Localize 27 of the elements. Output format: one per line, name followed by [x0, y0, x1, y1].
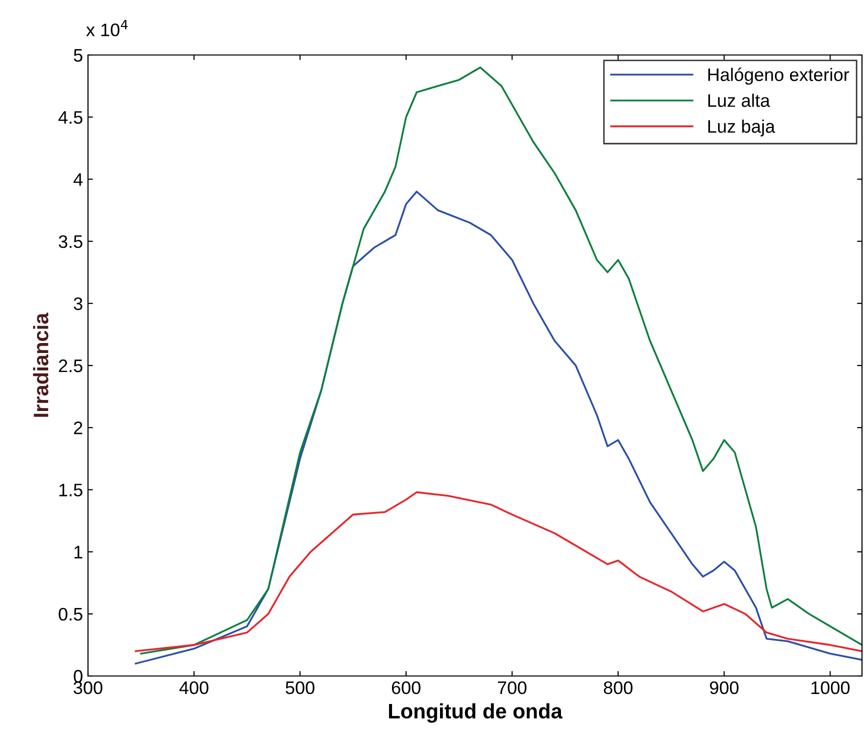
x-tick-label: 700	[498, 681, 526, 694]
x-tick-label: 500	[286, 681, 314, 694]
y-tick-label: 4	[74, 173, 83, 186]
x-tick-label: 400	[179, 681, 208, 694]
y-tick-label: 1	[74, 546, 82, 558]
y-axis-title: Irradiancia	[33, 312, 48, 417]
x-tick-label: 800	[604, 681, 632, 694]
y-tick-label: 3	[74, 297, 82, 310]
y-tick-label: 1.5	[59, 484, 82, 496]
x-tick-label: 300	[74, 681, 102, 694]
line-series	[134, 491, 862, 652]
x-tick-label: 600	[392, 681, 420, 694]
x-tick-label: 900	[710, 681, 739, 694]
y-tick-label: 4.5	[58, 111, 82, 124]
x-tick-label: 1000	[811, 681, 850, 694]
y-tick-label: 2.5	[58, 359, 82, 372]
line-series	[140, 66, 862, 655]
legend-label: Halógeno exterior	[708, 68, 850, 85]
y-tick-label: 3.5	[58, 235, 82, 248]
legend-label: Luz baja	[708, 120, 776, 136]
x-axis-title: Longitud de onda	[389, 703, 563, 723]
text: x 10$^{4}$	[86, 20, 128, 36]
legend-label: Luz alta	[708, 94, 770, 107]
y-tick-label: 2	[74, 422, 82, 434]
line-series	[134, 190, 862, 664]
y-tick-label: 5	[74, 49, 82, 62]
y-tick-label: 0.5	[58, 608, 82, 621]
